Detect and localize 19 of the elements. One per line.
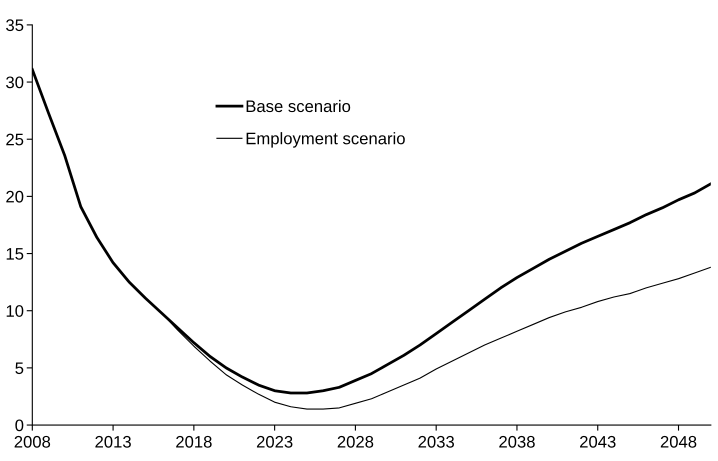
x-tick-label: 2043 — [580, 436, 616, 448]
y-tick-label: 35 — [6, 19, 24, 32]
y-tick-label: 25 — [6, 134, 24, 146]
y-tick-label: 5 — [15, 362, 24, 374]
y-tick-label: 30 — [6, 76, 24, 88]
x-tick-label: 2038 — [499, 436, 535, 448]
y-tick-label: 20 — [6, 190, 24, 203]
x-tick-label: 2008 — [14, 436, 50, 448]
y-tick-label: 15 — [6, 248, 24, 260]
legend-label: Base scenario — [246, 100, 350, 112]
y-tick-label: 0 — [15, 419, 24, 432]
x-tick-label: 2023 — [256, 436, 292, 448]
y-tick-label: 10 — [6, 305, 24, 317]
x-tick-label: 2028 — [338, 436, 374, 448]
x-tick-label: 2018 — [176, 436, 212, 448]
x-tick-label: 2033 — [418, 436, 454, 448]
legend-label: Employment scenario — [246, 132, 405, 148]
x-tick-label: 2013 — [95, 436, 131, 448]
x-tick-label: 2048 — [660, 436, 696, 448]
